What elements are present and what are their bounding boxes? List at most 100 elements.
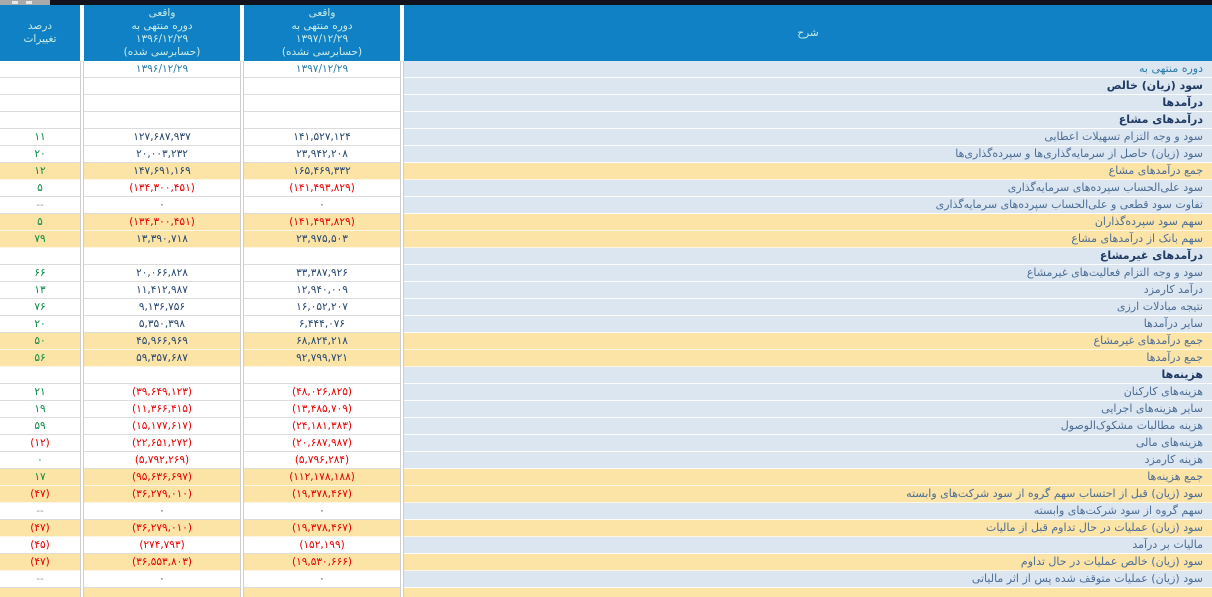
cell-value-1396 [84,588,240,597]
cell-description: هزینه مطالبات مشکوک‌الوصول [404,418,1212,435]
cell-percent-change [0,95,80,112]
column-gutter [240,146,244,163]
column-gutter [240,231,244,248]
column-gutter [80,469,84,486]
cell-percent-change: ۶۶ [0,265,80,282]
cell-value-1396: (۹۵,۶۳۶,۶۹۷) [84,469,240,486]
column-gutter [80,520,84,537]
column-gutter [80,554,84,571]
cell-description: درآمدهای مشاع [404,112,1212,129]
column-gutter [400,197,404,214]
cell-description: سایر هزینه‌های اجرایی [404,401,1212,418]
cell-value-1396: (۱۵,۱۷۷,۶۱۷) [84,418,240,435]
cell-description: جمع درآمدها [404,350,1212,367]
column-gutter [80,350,84,367]
column-gutter [400,265,404,282]
cell-value-1397: (۱۴۱,۴۹۳,۸۲۹) [244,180,400,197]
cell-percent-change: ۱۳ [0,282,80,299]
table-row: سود (زیان) قبل از احتساب سهم گروه از سود… [0,486,1212,503]
table-row: سود علی‌الحساب سپرده‌های سرمایه‌گذاری (۱۴… [0,180,1212,197]
column-gutter [240,248,244,265]
header-actual-1397: واقعی دوره منتهی به ۱۳۹۷/۱۲/۲۹ (حسابرسی … [244,5,400,61]
column-gutter [400,452,404,469]
cell-description: جمع درآمدهای مشاع [404,163,1212,180]
cell-value-1396 [84,95,240,112]
column-gutter [240,214,244,231]
cell-value-1396: (۳۹,۶۴۹,۱۲۳) [84,384,240,401]
table-header: شرح واقعی دوره منتهی به ۱۳۹۷/۱۲/۲۹ (حساب… [0,5,1212,61]
table-row: سهم بانک از درآمدهای مشاع ۲۳,۹۷۵,۵۰۳ ۱۳,۳۹… [0,231,1212,248]
column-gutter [400,146,404,163]
column-gutter [240,588,244,597]
cell-value-1396: (۱۱,۳۶۶,۴۱۵) [84,401,240,418]
column-gutter [400,282,404,299]
table-body: دوره منتهی به ۱۳۹۷/۱۲/۲۹ ۱۳۹۶/۱۲/۲۹ سود (زی… [0,61,1212,597]
cell-value-1396: (۳۶,۵۵۳,۸۰۳) [84,554,240,571]
cell-value-1396: (۵,۷۹۲,۲۶۹) [84,452,240,469]
cell-percent-change [0,367,80,384]
cell-value-1397: (۲۴,۱۸۱,۳۸۳) [244,418,400,435]
column-gutter [240,486,244,503]
cell-value-1396 [84,248,240,265]
column-gutter [400,180,404,197]
column-gutter [80,367,84,384]
table-row: سهم گروه از سود شرکت‌های وابسته ۰ ۰ -- [0,503,1212,520]
cell-percent-change: ۲۰ [0,316,80,333]
header-description-column: شرح [404,5,1212,61]
cell-value-1396: ۱۴۷,۶۹۱,۱۶۹ [84,163,240,180]
column-gutter [240,78,244,95]
column-gutter [240,418,244,435]
column-gutter [80,452,84,469]
column-gutter [240,554,244,571]
cell-value-1396: (۱۳۴,۳۰۰,۴۵۱) [84,214,240,231]
cell-percent-change: ۵۰ [0,333,80,350]
column-gutter [240,333,244,350]
table-row: هزینه‌های مالی (۲۰,۶۸۷,۹۸۷) (۲۲,۶۵۱,۲۷۲) (۱… [0,435,1212,452]
column-gutter [80,112,84,129]
cell-value-1397: (۱۹,۳۷۸,۴۶۷) [244,520,400,537]
cell-percent-change: (۴۵) [0,537,80,554]
table-row: جمع درآمدها ۹۲,۷۹۹,۷۲۱ ۵۹,۳۵۷,۶۸۷ ۵۶ [0,350,1212,367]
cell-percent-change: (۴۷) [0,520,80,537]
cell-percent-change: (۴۷) [0,486,80,503]
cell-description: هزینه‌ها [404,367,1212,384]
cell-percent-change: ۰ [0,452,80,469]
cell-value-1396: ۲۰,۰۰۳,۲۳۲ [84,146,240,163]
cell-percent-change: -- [0,503,80,520]
table-row [0,588,1212,597]
cell-percent-change [0,248,80,265]
column-gutter [400,5,404,61]
table-row: هزینه مطالبات مشکوک‌الوصول (۲۴,۱۸۱,۳۸۳) (۱… [0,418,1212,435]
cell-value-1397: ۶۸,۸۲۴,۲۱۸ [244,333,400,350]
table-row: سود و وجه التزام تسهیلات اعطایی ۱۴۱,۵۲۷,۱… [0,129,1212,146]
table-row: جمع درآمدهای غیرمشاع ۶۸,۸۲۴,۲۱۸ ۴۵,۹۶۶,۹۶۹… [0,333,1212,350]
column-gutter [400,554,404,571]
cell-percent-change: ۲۰ [0,146,80,163]
cell-description: سود علی‌الحساب سپرده‌های سرمایه‌گذاری [404,180,1212,197]
cell-description: سود (زیان) عملیات در حال تداوم قبل از ما… [404,520,1212,537]
cell-value-1397: (۵,۷۹۶,۲۸۴) [244,452,400,469]
column-gutter [240,350,244,367]
cell-value-1397: ۱۴۱,۵۲۷,۱۲۴ [244,129,400,146]
column-gutter [240,61,244,78]
cell-percent-change: ۱۱ [0,129,80,146]
column-gutter [400,469,404,486]
column-gutter [240,299,244,316]
column-gutter [400,588,404,597]
column-gutter [80,95,84,112]
table-row: سود (زیان) خالص [0,78,1212,95]
column-gutter [80,61,84,78]
column-gutter [400,299,404,316]
column-gutter [400,61,404,78]
table-row: مالیات بر درآمد (۱۵۲,۱۹۹) (۲۷۴,۷۹۳) (۴۵) [0,537,1212,554]
column-gutter [400,214,404,231]
column-gutter [80,5,84,61]
cell-value-1397: (۴۸,۰۲۶,۸۲۵) [244,384,400,401]
column-gutter [240,571,244,588]
column-gutter [240,112,244,129]
column-gutter [80,180,84,197]
column-gutter [80,265,84,282]
cell-value-1397 [244,588,400,597]
cell-description: درآمد کارمزد [404,282,1212,299]
table-row: سود (زیان) خالص عملیات در حال تداوم (۱۹,۵… [0,554,1212,571]
